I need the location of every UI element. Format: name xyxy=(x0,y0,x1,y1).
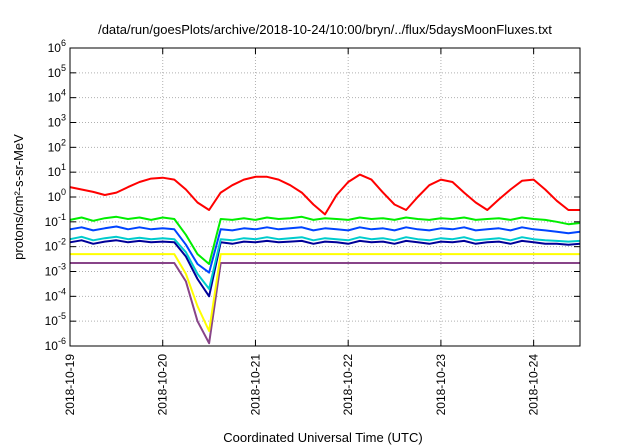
x-axis-ticks: 2018-10-19 2018-10-20 2018-10-21 2018-10-22… xyxy=(63,48,541,415)
series-line-2 xyxy=(69,215,581,265)
series-line-1 xyxy=(69,173,580,216)
x-tick-label: 2018-10-21 xyxy=(248,354,262,416)
y-tick-label: 105 xyxy=(48,63,66,80)
y-axis-label: protons/cm²-s-sr-MeV xyxy=(11,134,26,260)
series-line-7 xyxy=(70,262,580,345)
series-line-4 xyxy=(69,235,581,290)
x-tick-label: 2018-10-20 xyxy=(156,354,170,416)
y-tick-label: 10-6 xyxy=(45,336,66,353)
x-tick-label: 2018-10-19 xyxy=(63,354,77,416)
y-tick-label: 103 xyxy=(48,113,66,130)
y-tick-label: 10-2 xyxy=(45,237,66,254)
chart-title: /data/run/goesPlots/archive/2018-10-24/1… xyxy=(98,22,552,37)
grid-lines xyxy=(70,48,580,346)
y-tick-label: 101 xyxy=(48,162,66,179)
y-tick-label: 100 xyxy=(48,187,66,204)
y-tick-label: 10-3 xyxy=(45,262,66,279)
y-tick-label: 106 xyxy=(48,38,66,55)
y-tick-label: 10-1 xyxy=(45,212,66,229)
y-tick-label: 104 xyxy=(48,88,66,105)
x-tick-label: 2018-10-24 xyxy=(527,354,541,416)
x-axis-label: Coordinated Universal Time (UTC) xyxy=(223,430,422,445)
series-lines xyxy=(69,173,581,345)
x-tick-label: 2018-10-22 xyxy=(341,354,355,416)
series-line-3 xyxy=(69,225,581,274)
y-tick-label: 10-4 xyxy=(45,286,66,303)
y-axis-ticks: 10-6 10-5 10-4 10-3 10-2 10-1 100 101 102 103 104 1… xyxy=(45,38,580,353)
series-line-5 xyxy=(69,239,581,298)
x-tick-label: 2018-10-23 xyxy=(434,354,448,416)
y-tick-label: 102 xyxy=(48,137,66,154)
y-tick-label: 10-5 xyxy=(45,311,66,328)
series-line-6 xyxy=(70,253,580,332)
